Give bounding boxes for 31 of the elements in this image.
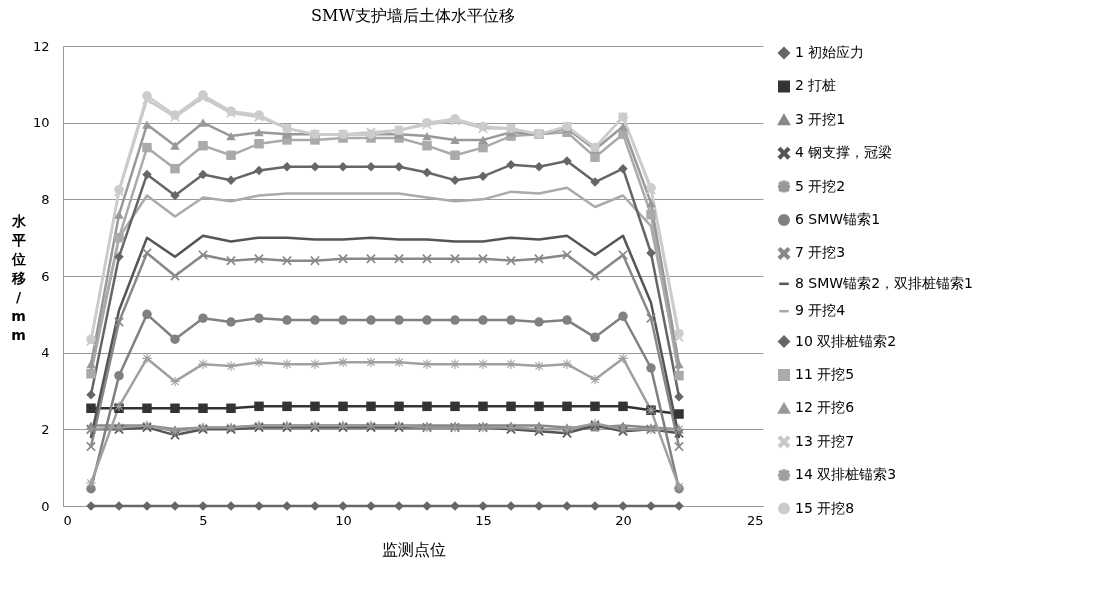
legend-label: 9 开挖4 xyxy=(795,302,846,319)
x-tick-label: 15 xyxy=(475,512,492,528)
y-tick-label: 10 xyxy=(32,115,50,131)
y-tick-label: 8 xyxy=(41,191,50,207)
y-tick-label: 12 xyxy=(32,38,50,54)
chart-title: SMW支护墙后土体水平位移 xyxy=(311,6,515,25)
y-tick-label: 2 xyxy=(41,421,50,437)
legend-label: 12 开挖6 xyxy=(795,399,855,416)
legend-label: 7 开挖3 xyxy=(795,244,846,261)
y-tick-label: 0 xyxy=(41,498,50,514)
x-tick-label: 5 xyxy=(199,512,208,528)
legend-label: 6 SMW锚索1 xyxy=(795,211,881,227)
y-tick-label: 4 xyxy=(41,345,50,361)
legend-label: 11 开挖5 xyxy=(795,366,855,382)
legend-label: 8 SMW锚索2，双排桩锚索1 xyxy=(795,274,973,291)
x-tick-label: 20 xyxy=(615,512,632,528)
legend-label: 2 打桩 xyxy=(795,77,837,94)
legend-label: 10 双排桩锚索2 xyxy=(795,332,897,349)
x-tick-label: 25 xyxy=(746,512,764,528)
x-axis-title: 监测点位 xyxy=(381,539,446,559)
legend-label: 1 初始应力 xyxy=(795,44,865,60)
y-axis-title: 水平位移/mm xyxy=(10,212,27,343)
legend-label: 4 钢支撑，冠梁 xyxy=(795,144,893,161)
legend-label: 3 开挖1 xyxy=(795,110,846,127)
legend-label: 13 开挖7 xyxy=(795,432,855,449)
x-tick-label: 10 xyxy=(335,512,352,528)
x-tick-label: 0 xyxy=(63,512,72,528)
legend-label: 14 双排桩锚索3 xyxy=(795,466,897,483)
legend-label: 15 开挖8 xyxy=(795,499,855,516)
legend-label: 5 开挖2 xyxy=(795,177,846,194)
y-tick-label: 6 xyxy=(41,268,50,284)
